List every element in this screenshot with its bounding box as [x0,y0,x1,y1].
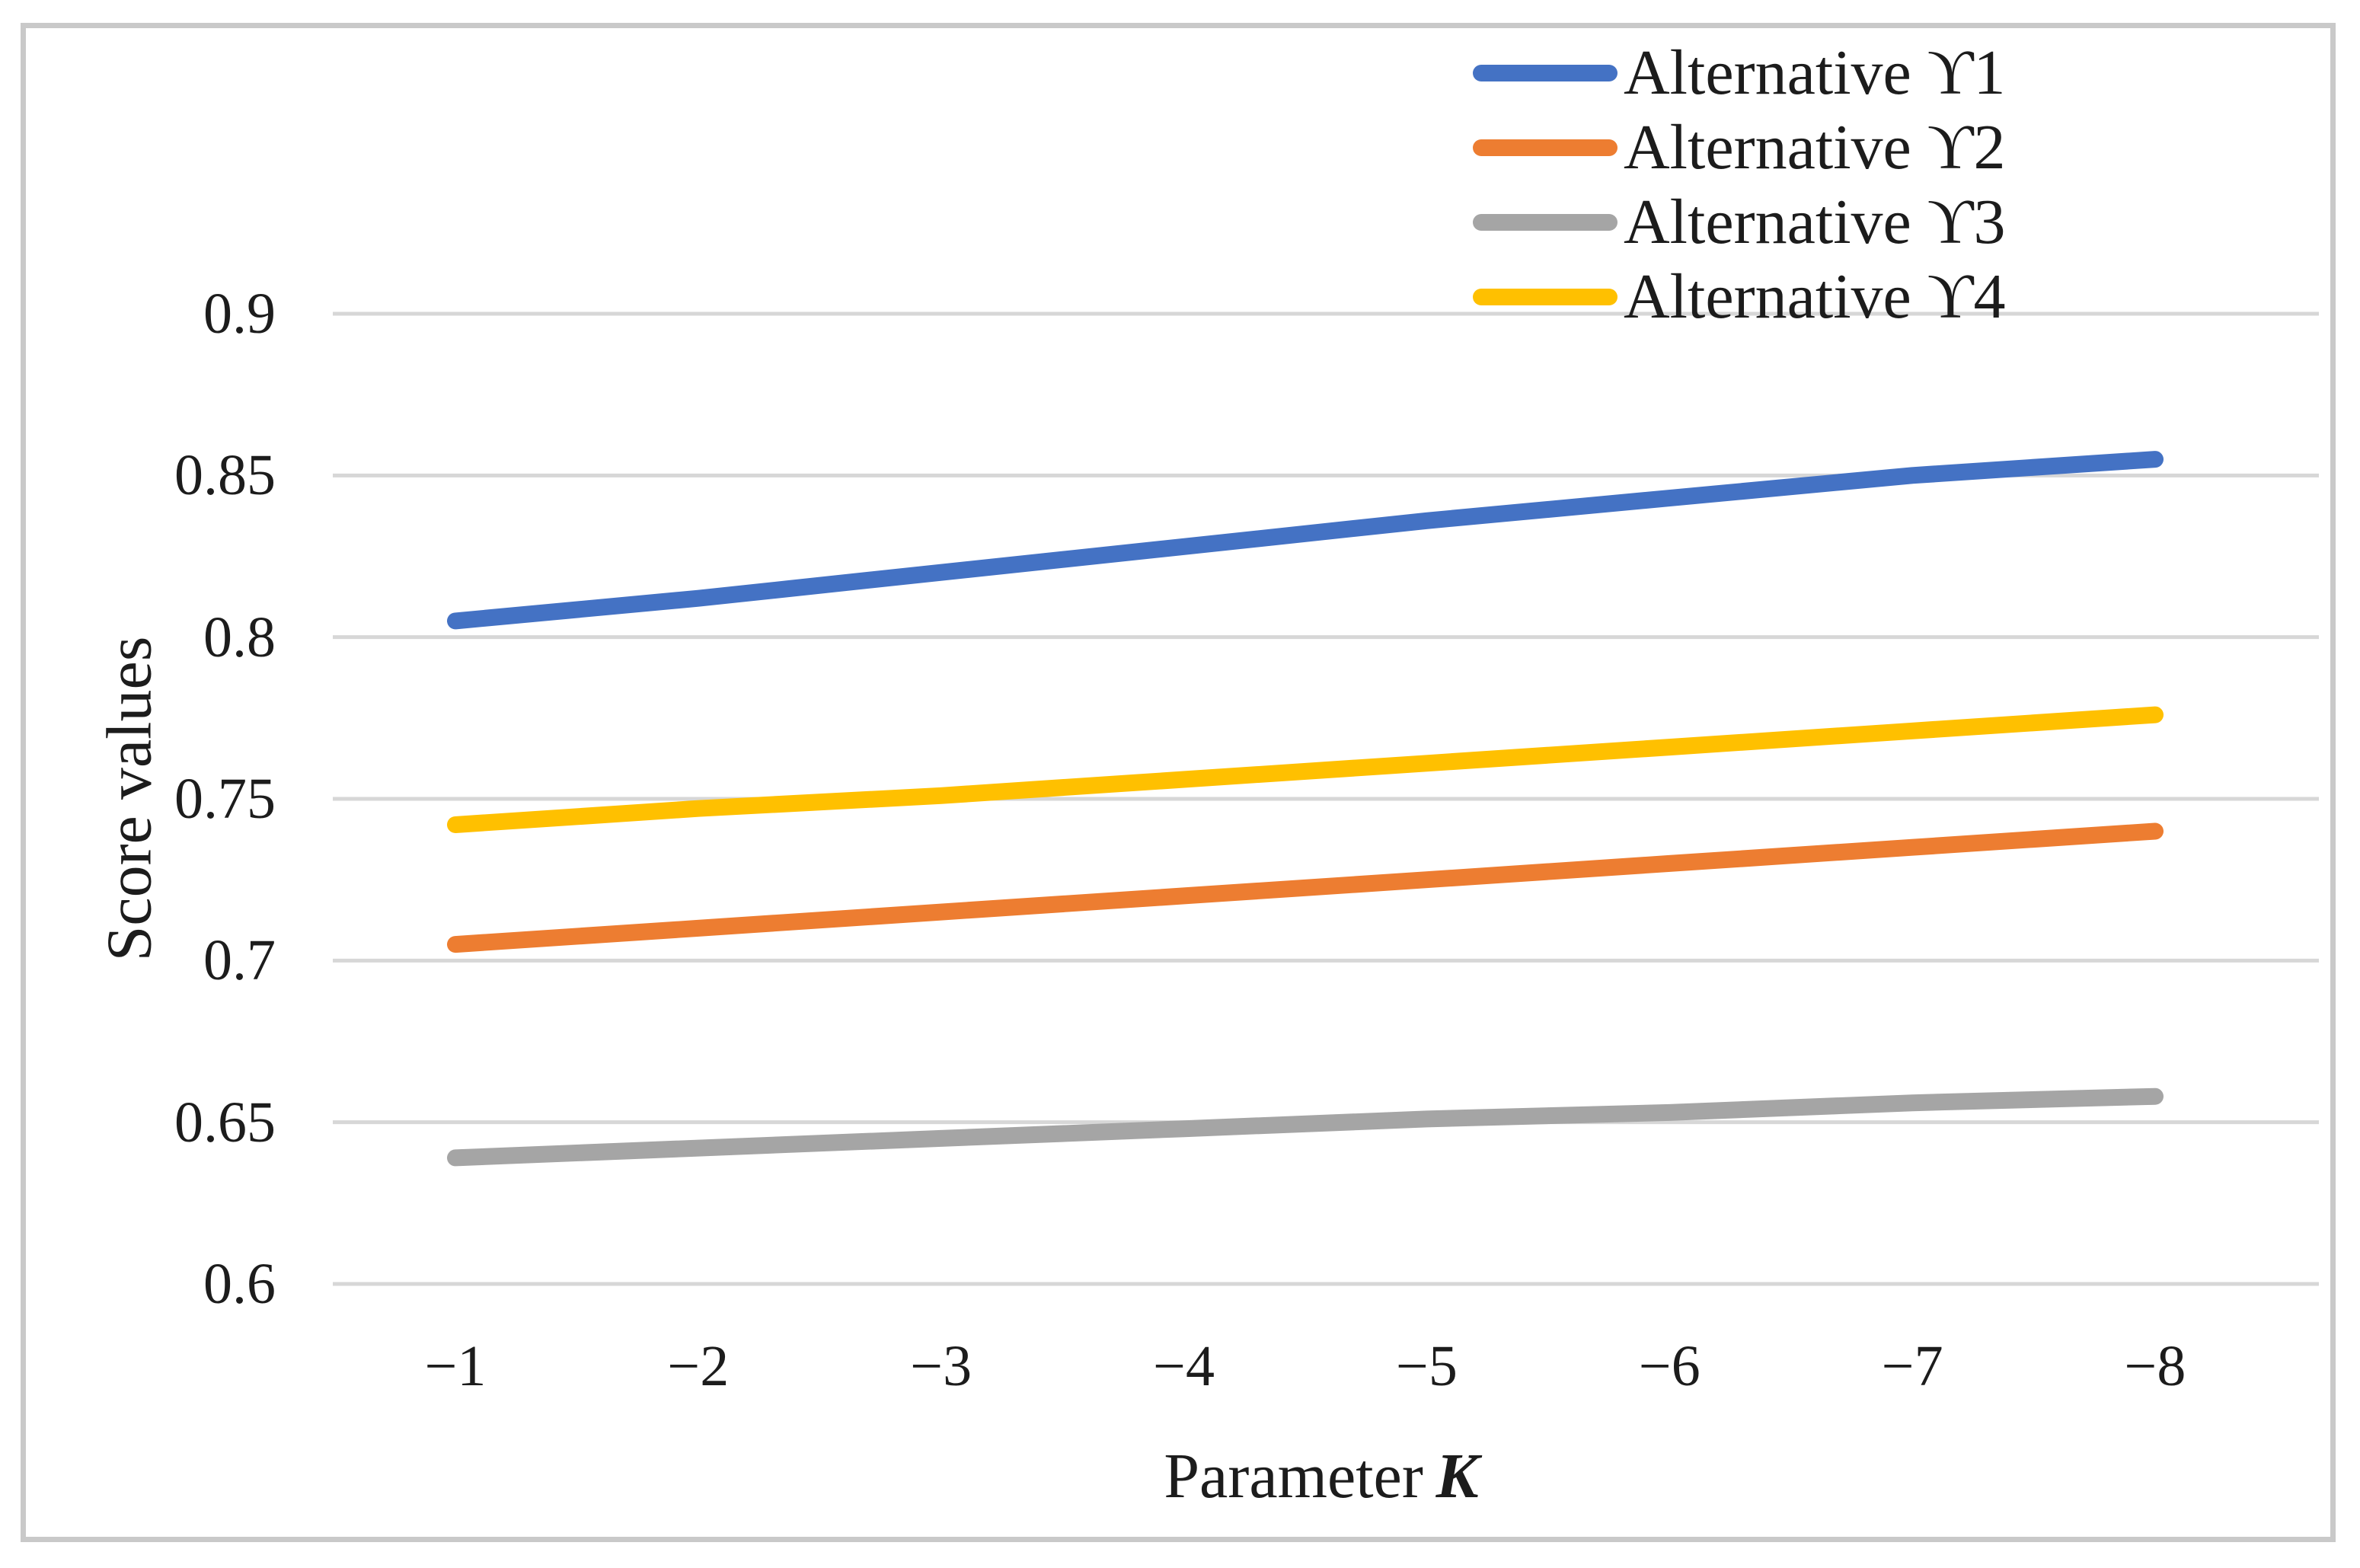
legend-item-4: Alternative ϒ4 [1473,260,2006,334]
series-line-4 [447,706,2164,833]
x-tick-label: −6 [1638,1334,1701,1398]
legend-label: Alternative ϒ3 [1624,187,2006,257]
legend-swatch-icon [1473,65,1618,81]
y-axis-title: Score values [94,636,165,962]
x-tick-label: −2 [667,1334,730,1398]
series-line-3 [447,1087,2164,1167]
y-tick-label: 0.8 [203,605,276,669]
x-tick-label: −8 [2124,1334,2186,1398]
legend-label: Alternative ϒ1 [1624,37,2006,108]
legend-item-3: Alternative ϒ3 [1473,185,2006,260]
y-tick-label: 0.65 [174,1090,276,1154]
legend-label: Alternative ϒ2 [1624,112,2006,183]
x-axis-title-variable: K [1435,1441,1479,1512]
x-axis-title: Parameter K [1164,1439,1478,1513]
x-tick-label: −4 [1153,1334,1215,1398]
series-lines [447,451,2164,1167]
legend-item-2: Alternative ϒ2 [1473,110,2006,185]
x-tick-label: −3 [910,1334,972,1398]
legend: Alternative ϒ1 Alternative ϒ2 Alternative … [1473,36,2006,334]
legend-swatch-icon [1473,214,1618,231]
x-tick-label: −5 [1395,1334,1458,1398]
legend-item-1: Alternative ϒ1 [1473,36,2006,110]
legend-label: Alternative ϒ4 [1624,261,2006,332]
y-tick-label: 0.75 [174,767,276,831]
y-tick-label: 0.6 [203,1252,276,1316]
legend-swatch-icon [1473,289,1618,305]
y-tick-label: 0.85 [174,443,276,508]
gridlines [333,311,2319,1286]
x-axis-title-text: Parameter [1164,1441,1423,1512]
x-tick-label: −1 [424,1334,487,1398]
y-tick-label: 0.7 [203,928,276,993]
y-tick-label: 0.9 [203,282,276,346]
series-line-2 [447,822,2164,953]
series-line-1 [447,451,2164,630]
x-tick-label: −7 [1881,1334,1943,1398]
legend-swatch-icon [1473,139,1618,156]
